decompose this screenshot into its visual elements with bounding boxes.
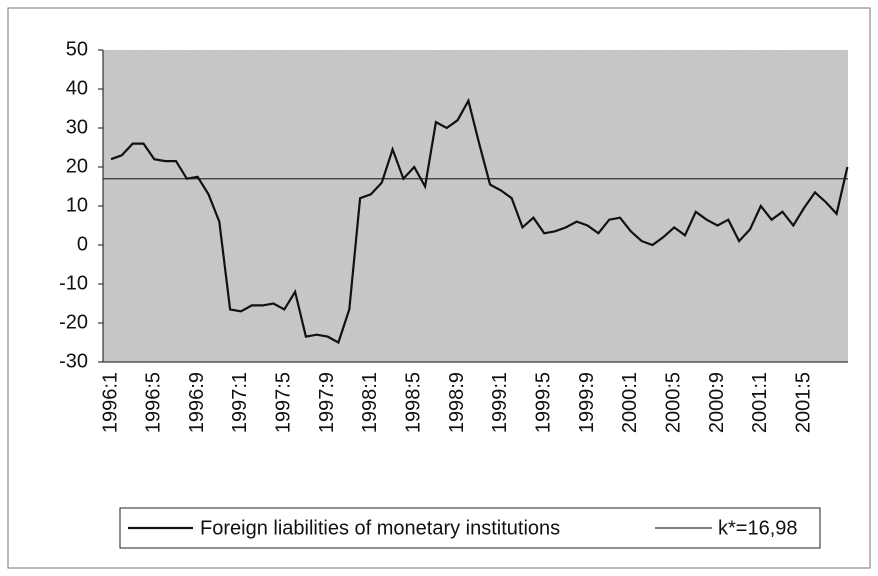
plot-texture (103, 50, 848, 362)
x-tick-label: 1997:1 (229, 372, 251, 433)
y-tick-label: 40 (66, 77, 88, 99)
x-tick-label: 1996:1 (99, 372, 121, 433)
y-tick-label: 20 (66, 155, 88, 177)
x-tick-label: 1997:9 (316, 372, 338, 433)
y-tick-label: -30 (59, 350, 88, 372)
x-tick-label: 1998:5 (403, 372, 425, 433)
x-tick-label: 1996:9 (186, 372, 208, 433)
y-tick-label: -10 (59, 272, 88, 294)
legend-label: k*=16,98 (718, 517, 798, 539)
x-tick-label: 1998:1 (359, 372, 381, 433)
x-tick-label: 1996:5 (143, 372, 165, 433)
x-tick-label: 1999:1 (489, 372, 511, 433)
x-tick-label: 2001:1 (749, 372, 771, 433)
x-tick-label: 2001:5 (792, 372, 814, 433)
x-tick-label: 1999:5 (532, 372, 554, 433)
legend-label: Foreign liabilities of monetary institut… (200, 517, 560, 539)
x-tick-label: 1999:9 (576, 372, 598, 433)
x-tick-label: 1998:9 (446, 372, 468, 433)
y-tick-label: -20 (59, 311, 88, 333)
y-tick-label: 10 (66, 194, 88, 216)
y-tick-label: 30 (66, 116, 88, 138)
x-tick-label: 2000:1 (619, 372, 641, 433)
x-tick-label: 2000:9 (706, 372, 728, 433)
data-line (110, 97, 849, 345)
y-tick-label: 0 (77, 233, 88, 255)
x-tick-label: 1997:5 (273, 372, 295, 433)
y-tick-label: 50 (66, 38, 88, 60)
x-tick-label: 2000:5 (662, 372, 684, 433)
